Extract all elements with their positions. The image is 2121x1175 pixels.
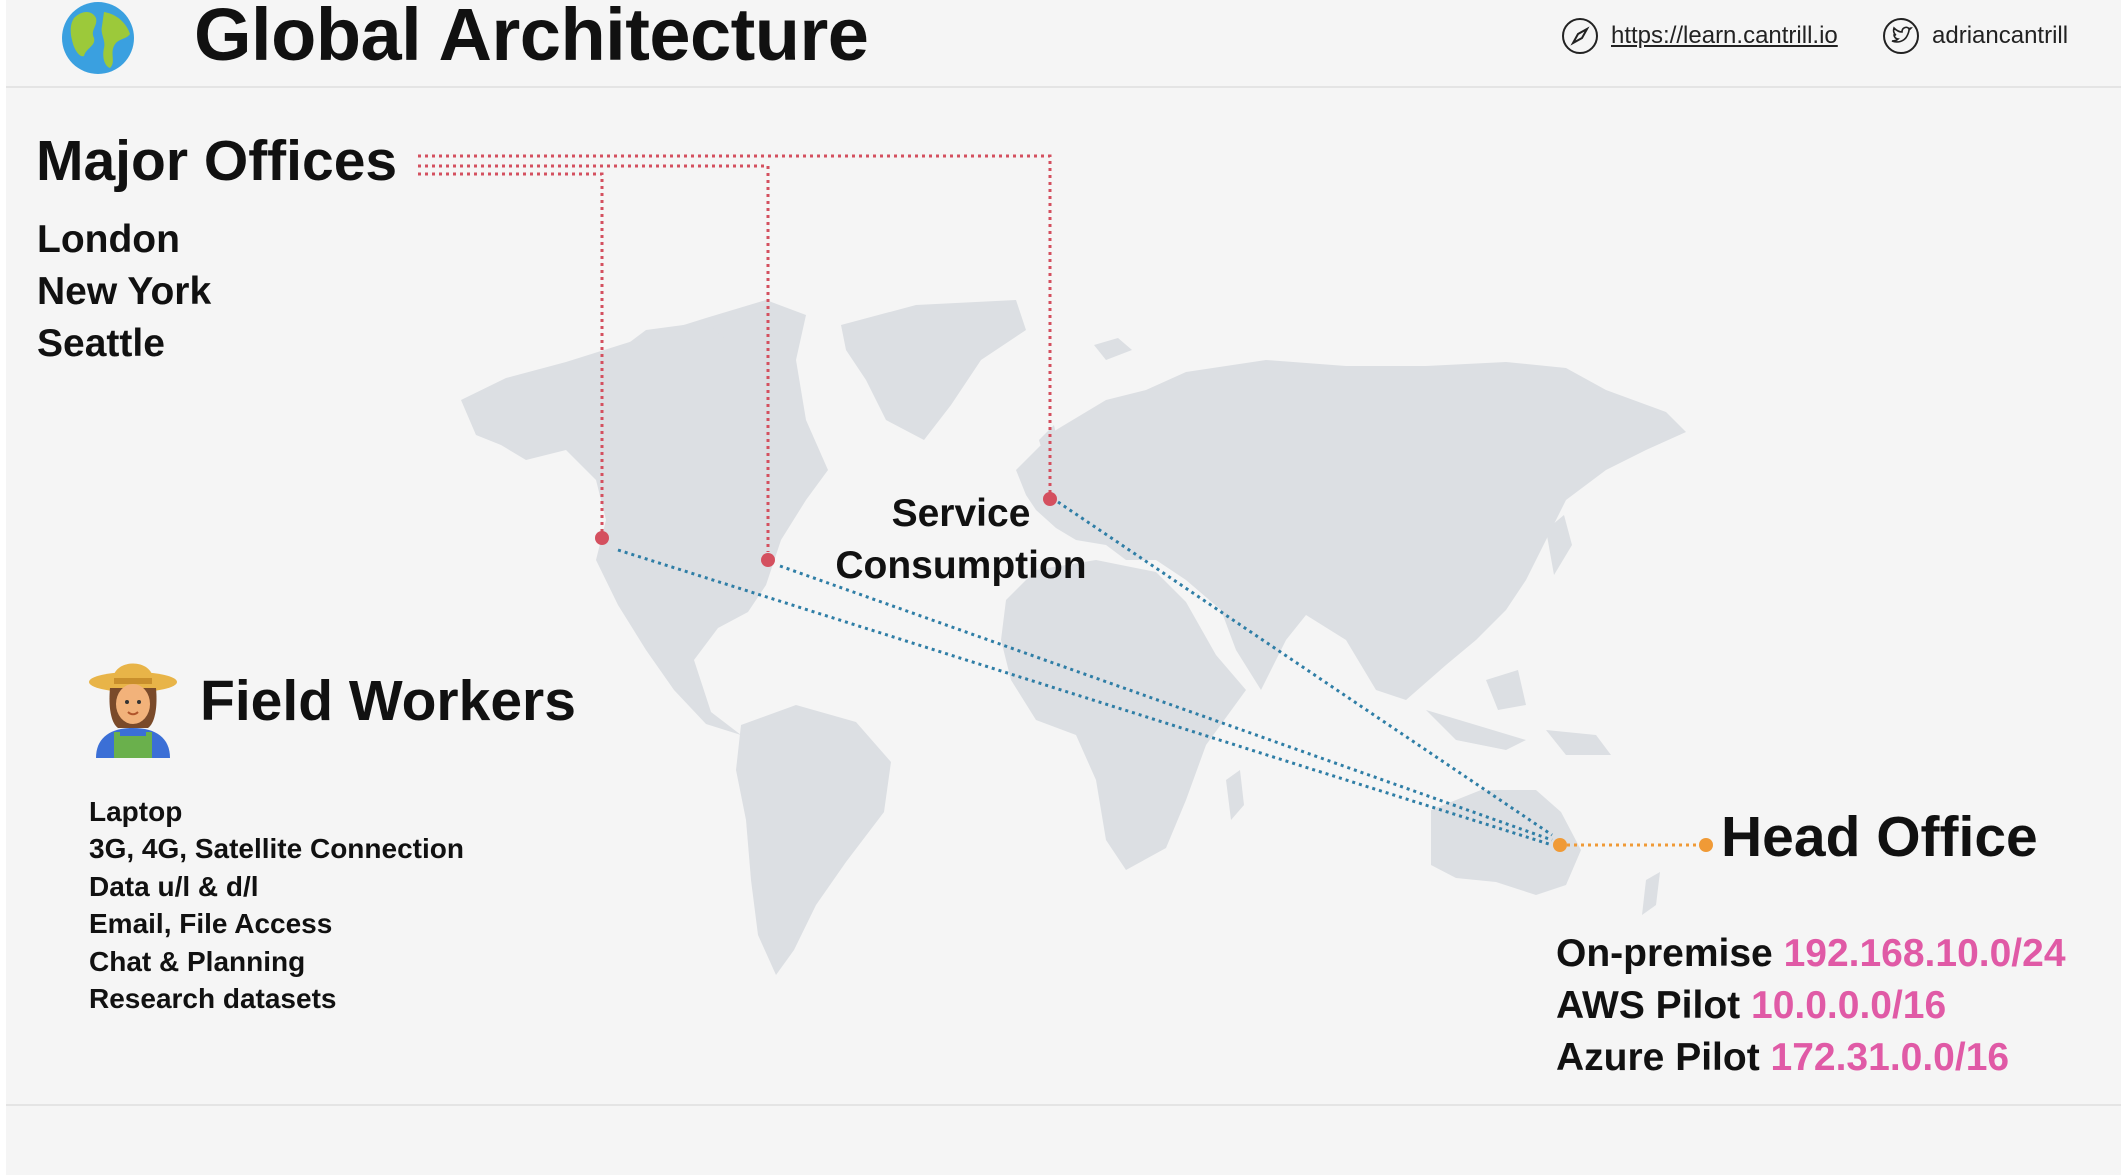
twitter-icon	[1882, 17, 1920, 55]
twitter-handle: adriancantrill	[1932, 22, 2068, 50]
website-link[interactable]: https://learn.cantrill.io	[1561, 17, 1838, 55]
seattle-marker	[595, 531, 609, 545]
slide: Global Architecture https://learn.cantri…	[6, 0, 2121, 1175]
field-item-laptop: Laptop	[89, 796, 182, 828]
field-item-research: Research datasets	[89, 983, 336, 1015]
network-label: AWS Pilot	[1556, 984, 1740, 1027]
australia-marker	[1553, 838, 1567, 852]
field-item-data: Data u/l & d/l	[89, 871, 259, 903]
website-url[interactable]: https://learn.cantrill.io	[1611, 22, 1838, 50]
network-on-premise: On-premise 192.168.10.0/24	[1556, 932, 2066, 976]
field-workers-title: Field Workers	[200, 668, 576, 734]
office-seattle: Seattle	[37, 322, 165, 366]
page-title: Global Architecture	[194, 0, 868, 77]
world-map-land	[461, 300, 1686, 975]
service-consumption-label: Service Consumption	[826, 488, 1096, 592]
network-label: Azure Pilot	[1556, 1036, 1760, 1079]
network-cidr: 192.168.10.0/24	[1784, 932, 2066, 975]
network-aws-pilot: AWS Pilot 10.0.0.0/16	[1556, 984, 1946, 1028]
network-cidr: 10.0.0.0/16	[1751, 984, 1946, 1027]
head-office-title: Head Office	[1721, 804, 2038, 870]
service-label-line1: Service	[826, 488, 1096, 540]
network-cidr: 172.31.0.0/16	[1771, 1036, 2010, 1079]
field-item-chat: Chat & Planning	[89, 946, 305, 978]
head-office-marker	[1699, 838, 1713, 852]
office-new-york: New York	[37, 270, 211, 314]
footer-divider	[6, 1104, 2121, 1106]
service-label-line2: Consumption	[826, 540, 1096, 592]
compass-icon	[1561, 17, 1599, 55]
major-offices-title: Major Offices	[36, 128, 397, 194]
globe-icon	[60, 0, 136, 81]
twitter-link[interactable]: adriancantrill	[1882, 17, 2068, 55]
field-item-connection: 3G, 4G, Satellite Connection	[89, 833, 464, 865]
network-label: On-premise	[1556, 932, 1773, 975]
farmer-icon	[88, 648, 178, 763]
header-divider	[6, 86, 2121, 88]
network-azure-pilot: Azure Pilot 172.31.0.0/16	[1556, 1036, 2009, 1080]
field-item-email: Email, File Access	[89, 908, 332, 940]
office-london: London	[37, 218, 180, 262]
new-york-marker	[761, 553, 775, 567]
